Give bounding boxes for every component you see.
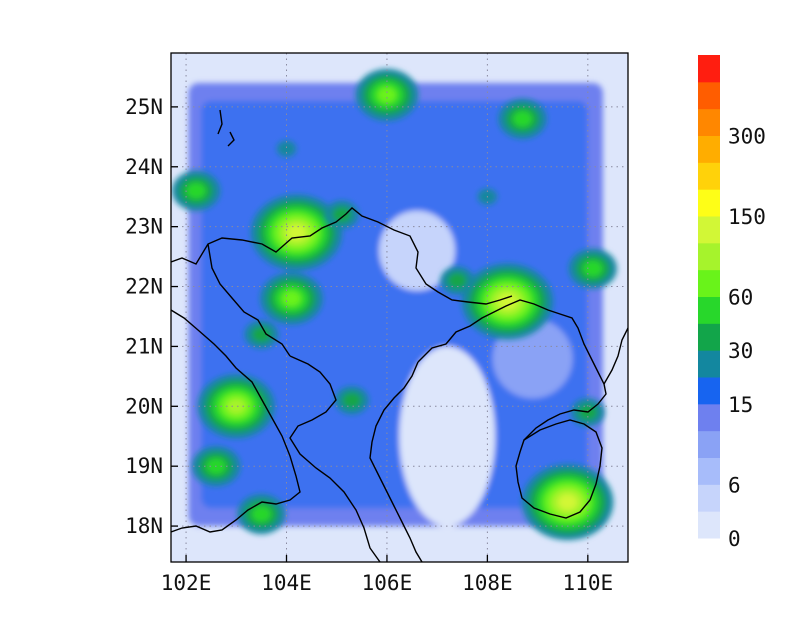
field-hotspot xyxy=(251,326,271,343)
field-hotspot xyxy=(377,86,397,103)
colorbar-swatch xyxy=(698,55,720,83)
y-tick-label: 23N xyxy=(125,215,163,239)
colorbar-label: 30 xyxy=(728,339,753,363)
colorbar: 0 6 15 30 60 150 300 xyxy=(698,55,766,551)
field-hotspot xyxy=(583,260,603,277)
colorbar-label: 6 xyxy=(728,473,741,497)
colorbar-label: 60 xyxy=(728,286,753,310)
map-area xyxy=(171,53,628,562)
field-hotspot xyxy=(332,206,352,223)
field-hotspot xyxy=(276,140,297,157)
y-tick-label: 21N xyxy=(125,334,163,358)
x-tick-label: 102E xyxy=(161,571,212,595)
field-hotspot xyxy=(281,290,302,307)
coast-guangdong xyxy=(417,299,607,441)
colorbar-swatch xyxy=(698,216,720,244)
colorbar-label: 300 xyxy=(728,125,766,149)
field-hotspot xyxy=(497,293,518,310)
y-tick-label: 19N xyxy=(125,454,163,478)
border-china-vietnam xyxy=(171,207,513,305)
field-hotspot xyxy=(447,272,467,289)
colorbar-swatch xyxy=(698,81,720,110)
field-hotspot xyxy=(342,392,362,409)
border-china-laos xyxy=(207,243,291,357)
field-hotspot xyxy=(186,182,206,199)
colorbar-swatch xyxy=(698,242,720,271)
coast-tonkin-gulf xyxy=(369,361,423,562)
field-gulf xyxy=(399,346,496,527)
x-axis: 102E 104E 106E 108E 110E xyxy=(161,555,613,595)
precipitation-field xyxy=(172,68,617,541)
y-axis: 18N 19N 20N 21N 22N 23N 24N 25N xyxy=(125,95,178,538)
colorbar-label: 15 xyxy=(728,393,753,417)
colorbar-swatch xyxy=(698,296,720,324)
field-hotspot xyxy=(226,398,246,415)
colorbar-label: 150 xyxy=(728,205,766,229)
colorbar-swatch xyxy=(698,269,720,297)
y-tick-label: 18N xyxy=(125,514,163,538)
colorbar-swatch xyxy=(698,350,720,378)
coastlines-and-borders xyxy=(171,109,628,562)
coast-east xyxy=(603,327,628,385)
border-laos-thailand xyxy=(171,309,301,533)
hainan-island xyxy=(515,419,603,519)
border-laos-vietnam xyxy=(289,355,381,562)
colorbar-swatch xyxy=(698,108,720,136)
colorbar-swatch xyxy=(698,189,720,217)
gridlines xyxy=(171,53,628,562)
colorbar-swatch xyxy=(698,457,720,485)
x-tick-label: 106E xyxy=(362,571,413,595)
colorbar-swatch xyxy=(698,403,720,432)
colorbar-label: 0 xyxy=(728,527,741,551)
x-tick-label: 108E xyxy=(462,571,513,595)
colorbar-swatch xyxy=(698,430,720,458)
y-tick-label: 20N xyxy=(125,394,163,418)
x-tick-label: 110E xyxy=(563,571,614,595)
map-frame xyxy=(170,52,629,563)
field-hotspot xyxy=(558,494,578,511)
colorbar-swatch xyxy=(698,135,720,163)
colorbar-swatch xyxy=(698,484,720,512)
colorbar-swatch xyxy=(698,323,720,351)
y-tick-label: 25N xyxy=(125,95,163,119)
field-hotspot xyxy=(251,506,271,523)
colorbar-swatch xyxy=(698,377,720,405)
coast-west-islands xyxy=(217,109,235,147)
x-tick-label: 104E xyxy=(261,571,312,595)
field-hotspot xyxy=(512,110,533,127)
colorbar-swatch xyxy=(698,511,720,539)
colorbar-swatch xyxy=(698,162,720,190)
y-tick-label: 22N xyxy=(125,275,163,299)
y-tick-label: 24N xyxy=(125,155,163,179)
